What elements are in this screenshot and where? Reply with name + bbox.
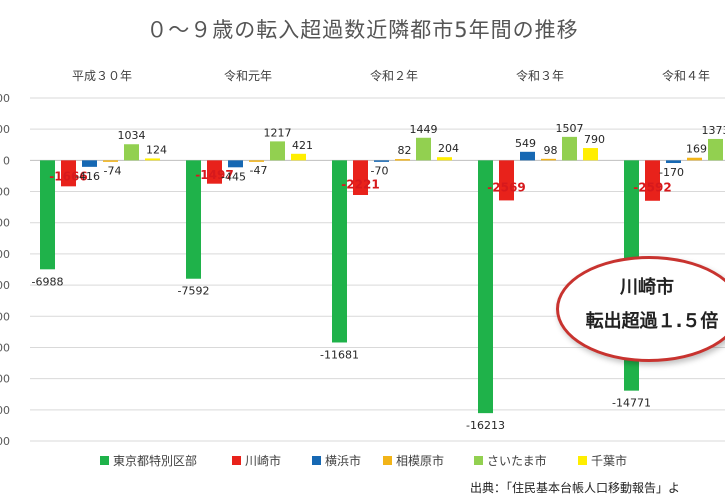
data-label: 1373 — [702, 124, 725, 137]
bar — [416, 137, 431, 161]
bar — [249, 160, 264, 162]
y-tick-label: -2000 — [0, 186, 10, 199]
legend-swatch — [578, 456, 587, 465]
y-tick-label: -16000 — [0, 404, 10, 417]
data-label: 1034 — [118, 129, 146, 142]
y-tick-label: 0 — [3, 154, 10, 167]
data-label: -416 — [75, 170, 100, 183]
category-label: 令和４年 — [662, 68, 710, 83]
category-labels: 平成３０年 令和元年 令和２年 令和３年 令和４年 — [72, 68, 710, 83]
category-label: 令和２年 — [370, 68, 418, 83]
bar — [332, 160, 347, 343]
legend-label: さいたま市 — [487, 453, 547, 468]
data-label: 1507 — [556, 122, 584, 135]
data-label: 421 — [292, 139, 313, 152]
legend-swatch — [474, 456, 483, 465]
legend-swatch — [232, 456, 241, 465]
data-label: -14771 — [612, 397, 651, 410]
legend-swatch — [100, 456, 109, 465]
kawasaki-callout: 川崎市 転出超過１.５倍 — [556, 256, 725, 362]
category-label: 令和３年 — [516, 68, 564, 83]
legend-label: 横浜市 — [325, 453, 361, 468]
data-label: -1666 — [49, 169, 87, 183]
y-tick-label: 4000 — [0, 92, 10, 105]
bar — [562, 136, 577, 161]
bar — [437, 157, 452, 161]
y-axis-tick-labels: -18000 -16000 -14000 -12000 -10000 -8000 -6000… — [0, 92, 10, 448]
y-tick-label: -10000 — [0, 310, 10, 323]
data-label: 204 — [438, 142, 459, 155]
data-label: -6988 — [32, 275, 64, 288]
bar — [207, 160, 222, 184]
bar — [374, 160, 389, 162]
data-label: 1449 — [410, 123, 438, 136]
y-tick-label: -12000 — [0, 341, 10, 354]
legend-label: 川崎市 — [245, 453, 281, 468]
data-label: -170 — [659, 166, 684, 179]
data-labels: -6988 -7592 -11681 -16213 -14771 -1666 -1497 -2… — [32, 122, 725, 432]
y-tick-label: -6000 — [0, 248, 10, 261]
data-label: 98 — [544, 144, 558, 157]
bar — [270, 141, 285, 161]
data-label: -7592 — [178, 285, 210, 298]
data-label: -2221 — [341, 178, 379, 192]
bar — [186, 160, 201, 279]
chart-title: ０～９歳の転入超過数近隣都市5年間の推移 — [146, 18, 579, 42]
data-label: -16213 — [466, 419, 505, 432]
legend-swatch — [383, 456, 392, 465]
bar — [61, 160, 76, 187]
y-tick-label: -18000 — [0, 435, 10, 448]
source-note: 出典：「住民基本台帳人口移動報告」よ — [470, 481, 681, 495]
legend: 東京都特別区部 川崎市 横浜市 相模原市 さいたま市 千葉市 — [100, 453, 627, 468]
data-label: 549 — [515, 137, 536, 150]
legend-label: 千葉市 — [591, 453, 627, 468]
callout-line1: 川崎市 — [620, 277, 674, 298]
bar — [353, 160, 368, 195]
bar — [228, 160, 243, 168]
data-label: -1497 — [195, 168, 233, 182]
data-label: 169 — [686, 143, 707, 156]
bar — [708, 138, 723, 161]
data-label: 1217 — [264, 126, 292, 139]
data-label: -11681 — [320, 348, 359, 361]
bar — [124, 144, 139, 161]
y-tick-label: -8000 — [0, 279, 10, 292]
bar — [103, 160, 118, 162]
data-label: 82 — [398, 144, 412, 157]
y-tick-label: -14000 — [0, 373, 10, 386]
data-label: -70 — [371, 164, 389, 177]
bar — [395, 159, 410, 161]
data-label: -2569 — [487, 180, 525, 194]
bar — [478, 160, 493, 414]
bar — [541, 158, 556, 161]
category-label: 平成３０年 — [72, 69, 132, 83]
bar — [520, 151, 535, 161]
bar — [645, 160, 660, 201]
y-tick-label: 2000 — [0, 123, 10, 136]
data-label: 124 — [146, 143, 167, 156]
bar — [687, 157, 702, 161]
bar — [82, 160, 97, 167]
category-label: 令和元年 — [224, 68, 272, 83]
data-label: -445 — [221, 170, 246, 183]
legend-swatch — [312, 456, 321, 465]
legend-label: 相模原市 — [396, 453, 444, 468]
data-label: -2592 — [633, 181, 671, 195]
data-label: -47 — [250, 164, 268, 177]
bar — [40, 160, 55, 270]
bar — [666, 160, 681, 164]
callout-line2: 転出超過１.５倍 — [585, 311, 719, 332]
bar — [499, 160, 514, 201]
bar — [291, 153, 306, 161]
legend-label: 東京都特別区部 — [113, 453, 197, 468]
data-label: -74 — [104, 165, 122, 178]
bar — [583, 148, 598, 161]
data-label: 790 — [584, 133, 605, 146]
bar — [145, 158, 160, 161]
y-tick-label: -4000 — [0, 217, 10, 230]
